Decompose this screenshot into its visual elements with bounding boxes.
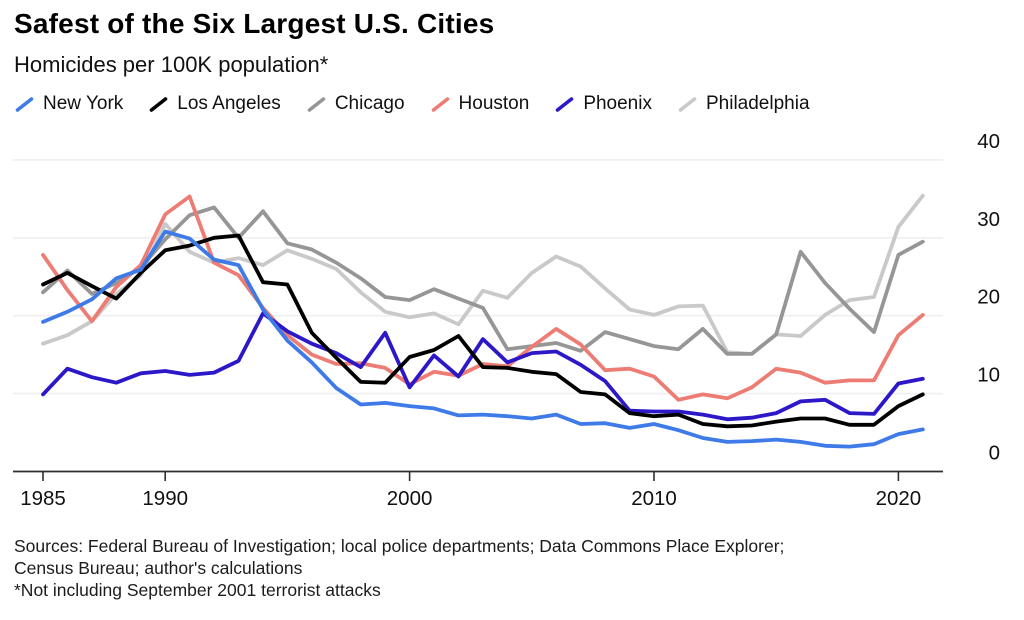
series-line-phoenix [41, 311, 925, 422]
series-line-philadelphia [41, 193, 925, 356]
legend-item-philadelphia: Philadelphia [677, 93, 810, 115]
legend-label-new-york: New York [43, 93, 124, 114]
legend-swatch-houston [431, 96, 449, 112]
series-line-houston [41, 194, 925, 402]
source-line-2: Census Bureau; author's calculations [14, 558, 303, 578]
x-axis-label-1985: 1985 [20, 487, 66, 510]
legend-swatch-philadelphia [678, 96, 697, 112]
x-axis-label-2020: 2020 [876, 487, 922, 510]
legend-swatch-new-york [15, 96, 34, 112]
chart-subtitle: Homicides per 100K population* [14, 52, 329, 77]
y-axis-label-10: 10 [977, 364, 1000, 387]
legend-item-los-angeles: Los Angeles [148, 93, 281, 115]
legend-item-new-york: New York [14, 93, 123, 115]
legend-label-los-angeles: Los Angeles [177, 93, 281, 114]
y-axis-label-40: 40 [977, 130, 1000, 153]
legend-label-chicago: Chicago [334, 93, 405, 114]
series-line-los-angeles [41, 233, 925, 429]
y-axis-label-0: 0 [989, 442, 1000, 465]
footnote-line: *Not including September 2001 terrorist … [14, 580, 381, 600]
legend-item-houston: Houston [430, 93, 530, 115]
legend-label-phoenix: Phoenix [583, 93, 652, 114]
series-line-new-york [41, 229, 925, 449]
series-line-chicago [41, 205, 925, 356]
legend-label-houston: Houston [458, 93, 530, 114]
source-note: Sources: Federal Bureau of Investigation… [14, 535, 784, 601]
x-axis-label-2000: 2000 [387, 487, 433, 510]
chart-title: Safest of the Six Largest U.S. Cities [14, 8, 495, 39]
legend-item-chicago: Chicago [306, 93, 405, 115]
x-axis-label-1990: 1990 [142, 487, 188, 510]
legend-swatch-phoenix [556, 96, 574, 112]
y-axis-label-30: 30 [977, 208, 1000, 231]
source-line-1: Sources: Federal Bureau of Investigation… [14, 536, 785, 556]
legend: New York Los Angeles Chicago Houston Phoenix… [14, 93, 810, 115]
legend-swatch-los-angeles [149, 96, 168, 112]
legend-swatch-chicago [307, 96, 326, 112]
y-axis-label-20: 20 [977, 286, 1000, 309]
x-axis-label-2010: 2010 [631, 487, 677, 510]
legend-item-phoenix: Phoenix [554, 93, 652, 115]
legend-label-philadelphia: Philadelphia [705, 93, 810, 114]
